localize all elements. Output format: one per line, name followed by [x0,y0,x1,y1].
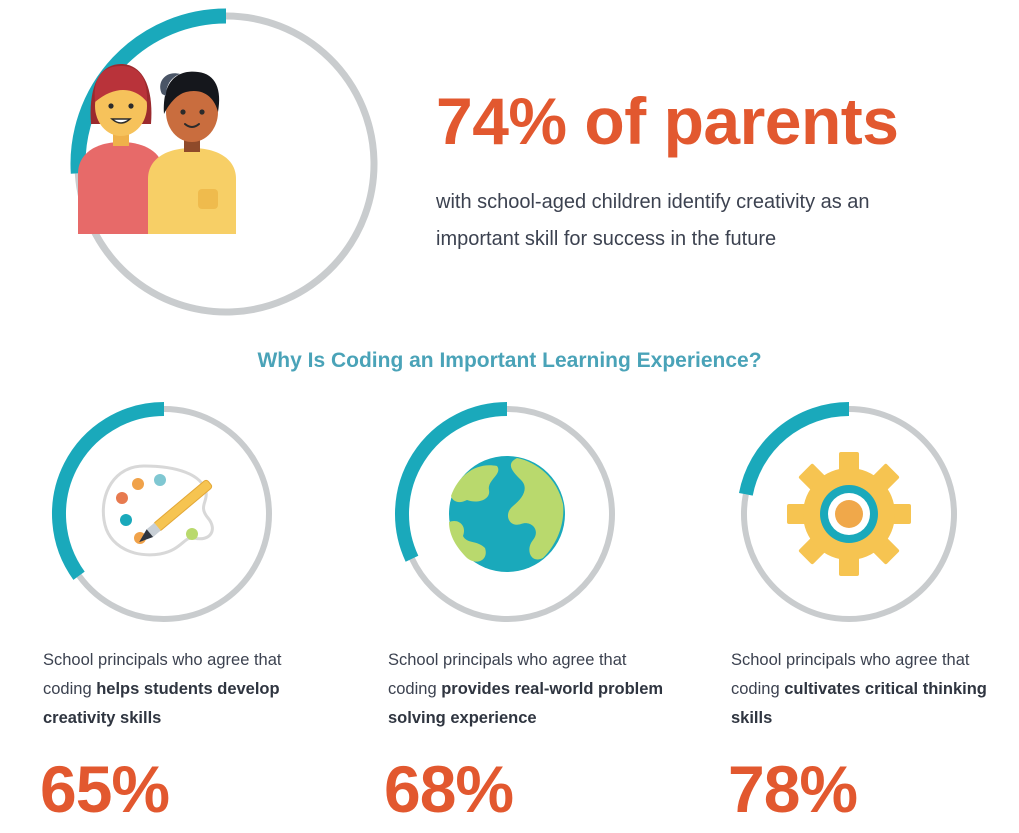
stat-value-creativity: 65% [40,752,170,826]
hero-ring-svg [70,8,378,316]
globe-icon [449,456,565,572]
stat-intro: School principals who agree that coding [731,651,970,698]
stat-ring-problem-solving [393,400,621,628]
stat-description-critical-thinking: School principals who agree that coding … [731,646,1019,733]
ring-fill [738,402,850,496]
stat-intro: School principals who agree that coding [43,651,282,698]
ring-fill [395,402,508,562]
ring-track [76,406,272,622]
stat-ring-critical-thinking [735,400,963,628]
stat-intro: School principals who agree that coding [388,651,627,698]
stat-value-critical-thinking: 78% [728,752,858,826]
hero-description: with school-aged children identify creat… [436,191,870,250]
stat-description-creativity: School principals who agree that coding … [43,646,333,733]
ring-track [741,406,957,622]
stat-ring-svg [738,402,957,622]
stat-value-problem-solving: 68% [384,752,514,826]
stat-ring-creativity [50,400,278,628]
hero-progress-ring [64,8,388,320]
hero-headline: 74% of parents [436,84,899,158]
stat-emphasis: helps students develop creativity skills [43,680,280,727]
hero-ring-track [74,12,378,316]
stat-ring-svg [52,402,272,622]
ring-track [409,406,615,622]
stat-description-problem-solving: School principals who agree that coding … [388,646,678,733]
hero-ring-fill [70,8,227,174]
stat-ring-svg [395,402,615,622]
stat-emphasis: provides real-world problem solving expe… [388,680,664,727]
gear-icon [787,452,911,576]
stat-emphasis: cultivates critical thinking skills [731,680,987,727]
parents-icon [78,64,236,234]
ring-fill [52,402,165,580]
section-title: Why Is Coding an Important Learning Expe… [257,349,762,372]
paint-palette-icon [101,464,214,557]
